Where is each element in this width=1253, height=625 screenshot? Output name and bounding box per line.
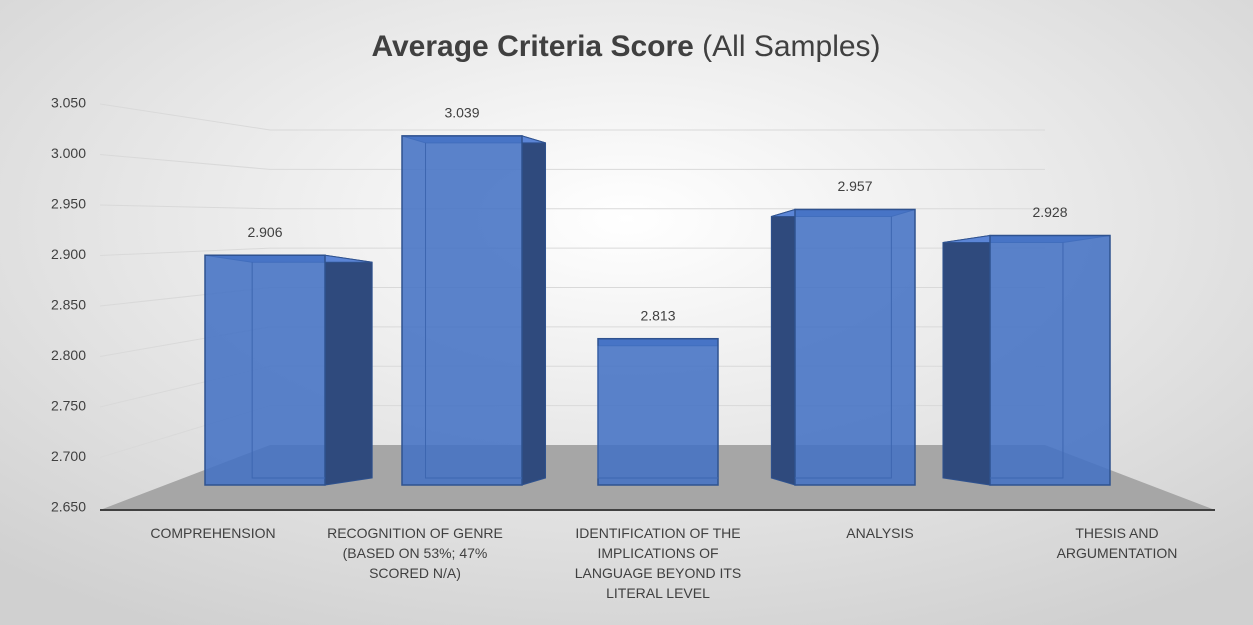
data-label: 2.906 — [247, 224, 282, 240]
bar-side — [521, 135, 547, 486]
bar-side — [770, 208, 796, 486]
bar-back-edge — [251, 262, 325, 479]
data-label: 2.957 — [837, 178, 872, 194]
bar — [401, 135, 523, 486]
title-main: Average Criteria Score — [371, 30, 693, 63]
y-tick-label: 2.900 — [51, 246, 86, 262]
title-sub: (All Samples) — [702, 30, 880, 63]
y-tick-label: 2.950 — [51, 196, 86, 212]
bar-back-edge — [795, 216, 892, 479]
x-tick-label: RECOGNITION OF GENRE (BASED ON 53%; 47% … — [327, 525, 503, 581]
y-tick-label: 3.000 — [51, 145, 86, 161]
y-tick-label: 2.650 — [51, 499, 86, 515]
y-tick-label: 2.700 — [51, 448, 86, 464]
x-tick-label: THESIS AND ARGUMENTATION — [1056, 525, 1178, 561]
grid-line — [99, 154, 1045, 170]
bar — [597, 337, 719, 486]
bar-back-edge — [597, 345, 718, 479]
y-tick-label: 2.800 — [51, 347, 86, 363]
bar-back-edge — [425, 142, 522, 479]
y-tick-label: 2.850 — [51, 297, 86, 313]
x-tick-label: COMPREHENSION — [150, 525, 276, 541]
bar-side — [942, 234, 991, 486]
bar — [204, 254, 326, 486]
bar — [794, 208, 916, 486]
data-label: 3.039 — [444, 105, 479, 121]
data-label: 2.928 — [1032, 204, 1067, 220]
data-label: 2.813 — [640, 307, 675, 323]
grid-line — [99, 103, 1045, 131]
x-tick-label: IDENTIFICATION OF THE IMPLICATIONS OF LA… — [574, 525, 742, 601]
y-tick-label: 2.750 — [51, 398, 86, 414]
bar — [989, 234, 1111, 486]
bar-back-edge — [990, 242, 1064, 479]
y-tick-label: 3.050 — [51, 95, 86, 111]
x-tick-label: ANALYSIS — [846, 525, 914, 541]
grid-line — [99, 204, 1045, 210]
chart-title: Average Criteria Score (All Samples) — [371, 30, 880, 63]
bar-side — [324, 254, 373, 486]
